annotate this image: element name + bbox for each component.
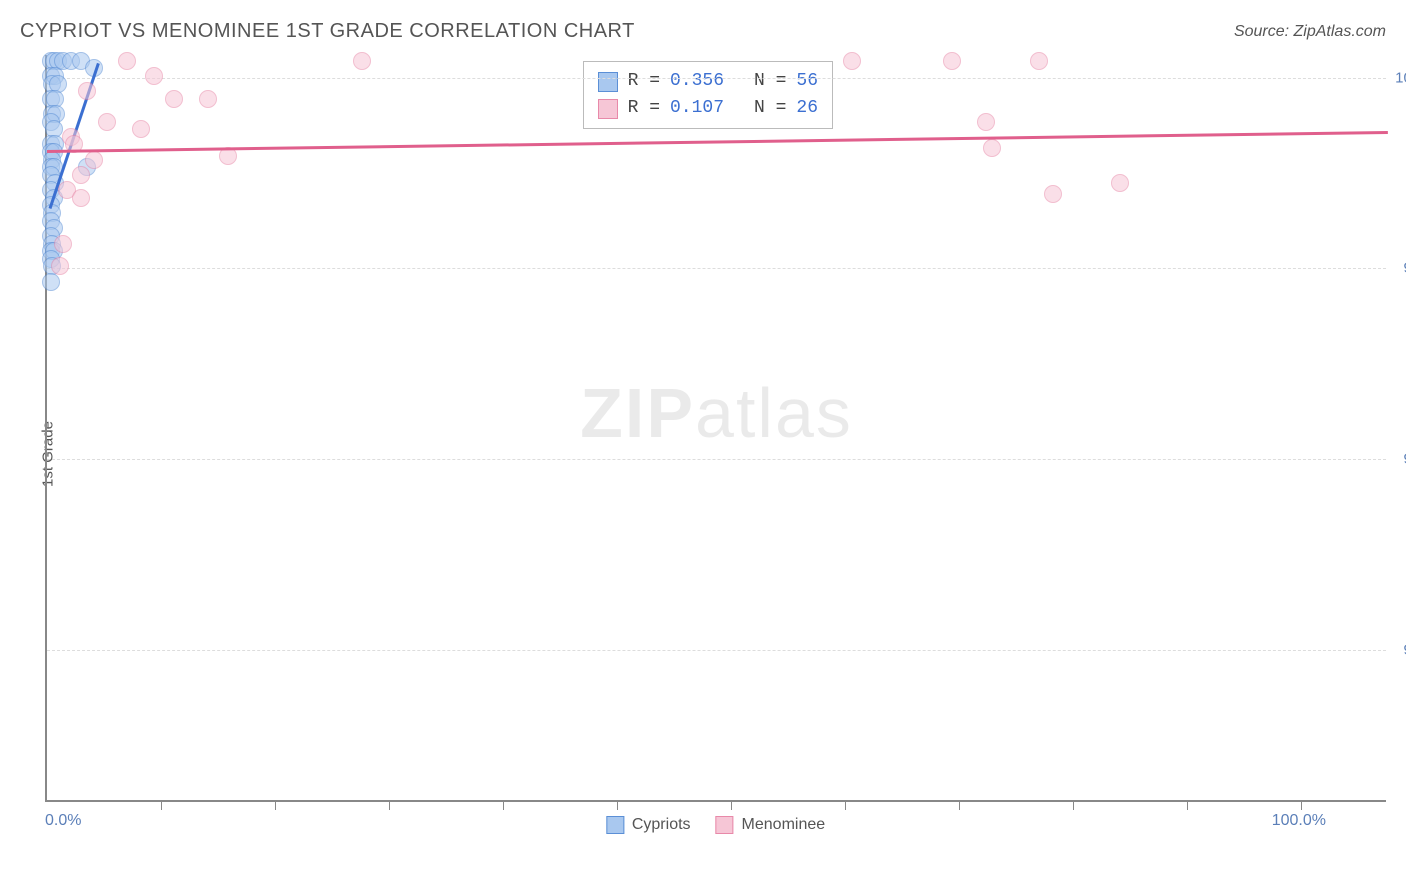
data-point [983,139,1001,157]
n-label: N = [754,68,786,95]
x-tick [617,800,618,810]
chart-area: 1st Grade ZIPatlas R =0.356N =56R =0.107… [45,55,1386,852]
x-tick [1301,800,1302,810]
data-point [1044,185,1062,203]
x-tick [1187,800,1188,810]
x-tick [503,800,504,810]
chart-title: CYPRIOT VS MENOMINEE 1ST GRADE CORRELATI… [20,20,635,43]
gridline [47,650,1386,651]
r-label: R = [628,95,660,122]
data-point [42,273,60,291]
legend-label: Cypriots [632,816,691,834]
legend-swatch [716,816,734,834]
gridline [47,459,1386,460]
legend-label: Menominee [742,816,826,834]
data-point [72,166,90,184]
data-point [199,90,217,108]
data-point [843,52,861,70]
stat-row: R = 0.107 N = 26 [598,95,818,122]
data-point [51,257,69,275]
data-point [353,52,371,70]
stat-row: R = 0.356 N = 56 [598,68,818,95]
gridline [47,78,1386,79]
data-point [72,189,90,207]
x-tick [731,800,732,810]
data-point [977,113,995,131]
r-label: R = [628,68,660,95]
data-point [943,52,961,70]
x-min-label: 0.0% [45,812,81,830]
legend-item: Cypriots [606,816,691,834]
trend-line [47,131,1388,153]
x-max-label: 100.0% [1272,812,1326,830]
data-point [1111,174,1129,192]
data-point [132,120,150,138]
data-point [98,113,116,131]
legend-swatch [606,816,624,834]
data-point [78,82,96,100]
x-tick [161,800,162,810]
x-tick [1073,800,1074,810]
x-tick [845,800,846,810]
data-point [85,151,103,169]
x-tick [959,800,960,810]
stats-legend: R = 0.356 N = 56 R = 0.107 N = 26 [583,61,833,129]
n-value: 56 [796,68,818,95]
r-value: 0.356 [670,68,724,95]
legend-swatch [598,99,618,119]
n-value: 26 [796,95,818,122]
data-point [54,235,72,253]
plot-region: ZIPatlas R =0.356N =56R =0.107N =26 100.… [45,55,1386,802]
r-value: 0.107 [670,95,724,122]
watermark: ZIPatlas [580,373,853,453]
legend-item: Menominee [716,816,826,834]
gridline [47,268,1386,269]
n-label: N = [754,95,786,122]
x-tick [389,800,390,810]
bottom-legend: Cypriots Menominee [606,816,825,834]
data-point [1030,52,1048,70]
data-point [118,52,136,70]
y-tick-label: 100.0% [1395,69,1406,86]
data-point [145,67,163,85]
source-label: Source: ZipAtlas.com [1234,23,1386,41]
x-tick [275,800,276,810]
data-point [165,90,183,108]
legend-swatch [598,72,618,92]
